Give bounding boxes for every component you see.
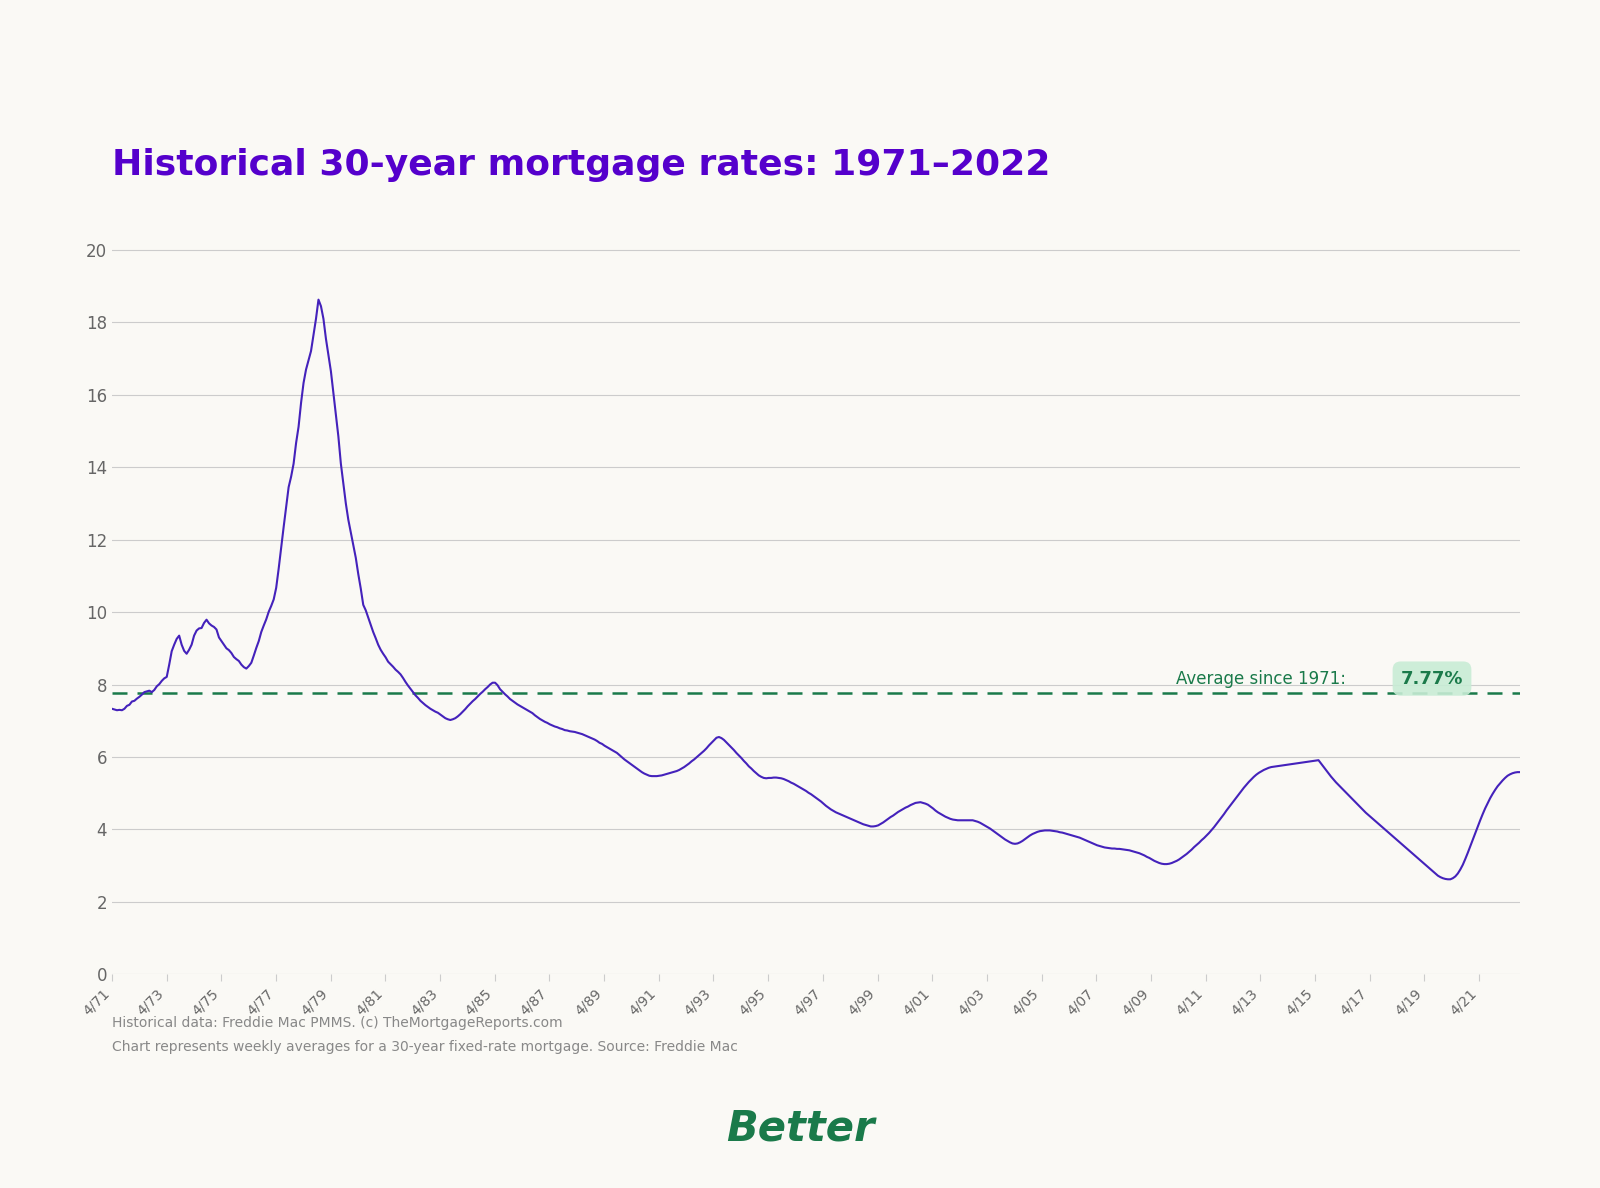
Text: Chart represents weekly averages for a 30-year fixed-rate mortgage. Source: Fred: Chart represents weekly averages for a 3…: [112, 1040, 738, 1054]
Text: Better: Better: [726, 1107, 874, 1150]
Text: Historical data: Freddie Mac PMMS. (c) TheMortgageReports.com: Historical data: Freddie Mac PMMS. (c) T…: [112, 1016, 563, 1030]
Text: Average since 1971:: Average since 1971:: [1176, 670, 1346, 688]
Text: Historical 30-year mortgage rates: 1971–2022: Historical 30-year mortgage rates: 1971–…: [112, 148, 1050, 183]
Text: 7.77%: 7.77%: [1400, 670, 1464, 688]
